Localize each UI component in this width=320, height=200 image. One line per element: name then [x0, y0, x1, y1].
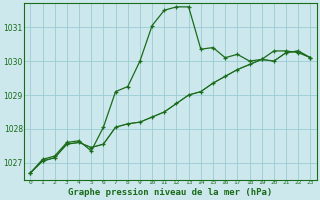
X-axis label: Graphe pression niveau de la mer (hPa): Graphe pression niveau de la mer (hPa) — [68, 188, 273, 197]
